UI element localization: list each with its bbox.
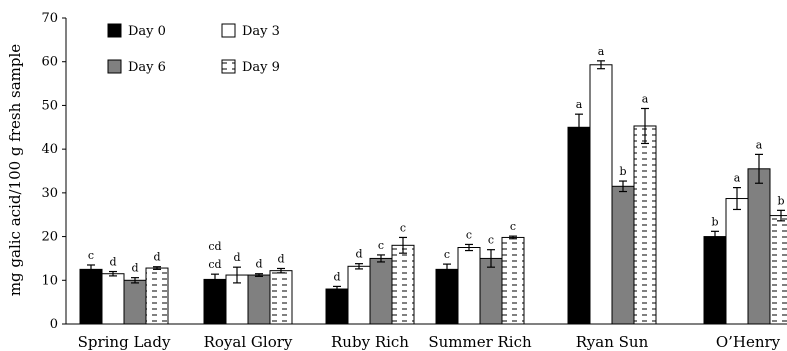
- legend-swatch: [107, 59, 122, 74]
- bar-day-3: [457, 247, 481, 325]
- significance-label: c: [466, 228, 472, 241]
- y-tick-label: 10: [41, 273, 58, 288]
- y-tick-label: 60: [41, 55, 58, 70]
- legend-label: Day 6: [128, 60, 166, 75]
- bar-day-6: [123, 279, 147, 325]
- bar-day-6: [369, 257, 393, 325]
- x-category-label: Ryan Sun: [576, 333, 649, 351]
- significance-label: c: [488, 234, 494, 247]
- bar-day-0: [567, 126, 591, 325]
- significance-label: c: [400, 221, 406, 234]
- significance-label: b: [711, 215, 718, 228]
- bar-day-0: [325, 288, 349, 325]
- significance-label: d: [255, 258, 262, 271]
- legend-label: Day 9: [242, 60, 280, 75]
- bar-day-9: [391, 244, 415, 325]
- bar-day-0: [435, 268, 459, 325]
- bar-day-9: [501, 236, 525, 325]
- significance-label: c: [88, 249, 94, 262]
- bar-day-0: [703, 236, 727, 325]
- significance-label: c: [378, 239, 384, 252]
- legend-label: Day 3: [242, 24, 280, 39]
- significance-label: c: [510, 220, 516, 233]
- y-tick-label: 30: [41, 186, 58, 201]
- y-tick-label: 20: [41, 230, 58, 245]
- significance-label: c: [444, 248, 450, 261]
- x-category-label: O’Henry: [716, 333, 781, 351]
- significance-label: b: [619, 165, 626, 178]
- y-tick-label: 70: [41, 11, 58, 26]
- bar-day-0: [79, 268, 103, 325]
- significance-label: a: [756, 138, 763, 151]
- significance-label: d: [355, 248, 362, 261]
- bar-day-9: [145, 267, 169, 325]
- y-tick-label: 0: [50, 317, 58, 332]
- bar-day-3: [347, 265, 371, 325]
- significance-label: d: [153, 251, 160, 264]
- legend-swatch: [107, 23, 122, 38]
- bar-day-3: [589, 64, 613, 325]
- axes: 0 10 20 30 40 50 60 70 Spring Lady Royal Glory Rub…: [41, 11, 780, 351]
- bar-day-9: [769, 215, 787, 325]
- legend-label: Day 0: [128, 24, 166, 39]
- group-significance-label: cd: [208, 240, 221, 253]
- bar-day-0: [203, 278, 227, 325]
- y-tick-label: 40: [41, 142, 58, 157]
- legend: Day 0 Day 3 Day 6 Day 9: [107, 23, 280, 75]
- bar-day-9: [633, 125, 657, 325]
- significance-label: a: [576, 98, 583, 111]
- significance-label: d: [333, 270, 340, 283]
- significance-label: cd: [208, 258, 221, 271]
- significance-label: d: [233, 251, 240, 264]
- y-axis-title: mg galic acid/100 g fresh sample: [6, 44, 24, 296]
- significance-label: a: [598, 45, 605, 58]
- x-category-label: Ruby Rich: [331, 333, 409, 351]
- bar-day-6: [747, 168, 771, 325]
- x-category-label: Royal Glory: [204, 333, 293, 351]
- bar-day-3: [725, 198, 749, 325]
- bar-day-6: [611, 185, 635, 325]
- significance-label: d: [277, 252, 284, 265]
- significance-label: b: [777, 194, 784, 207]
- significance-label: a: [642, 92, 649, 105]
- x-category-label: Summer Rich: [428, 333, 532, 351]
- x-category-label: Spring Lady: [78, 333, 171, 351]
- significance-label: d: [109, 256, 116, 269]
- significance-label: a: [734, 172, 741, 185]
- bar-day-6: [479, 257, 503, 325]
- y-tick-label: 50: [41, 98, 58, 113]
- bar-day-3: [101, 273, 125, 325]
- bar-day-9: [269, 270, 293, 325]
- bar-day-6: [247, 274, 271, 325]
- legend-swatch: [221, 23, 236, 38]
- significance-label: d: [131, 262, 138, 275]
- legend-swatch: [221, 59, 236, 74]
